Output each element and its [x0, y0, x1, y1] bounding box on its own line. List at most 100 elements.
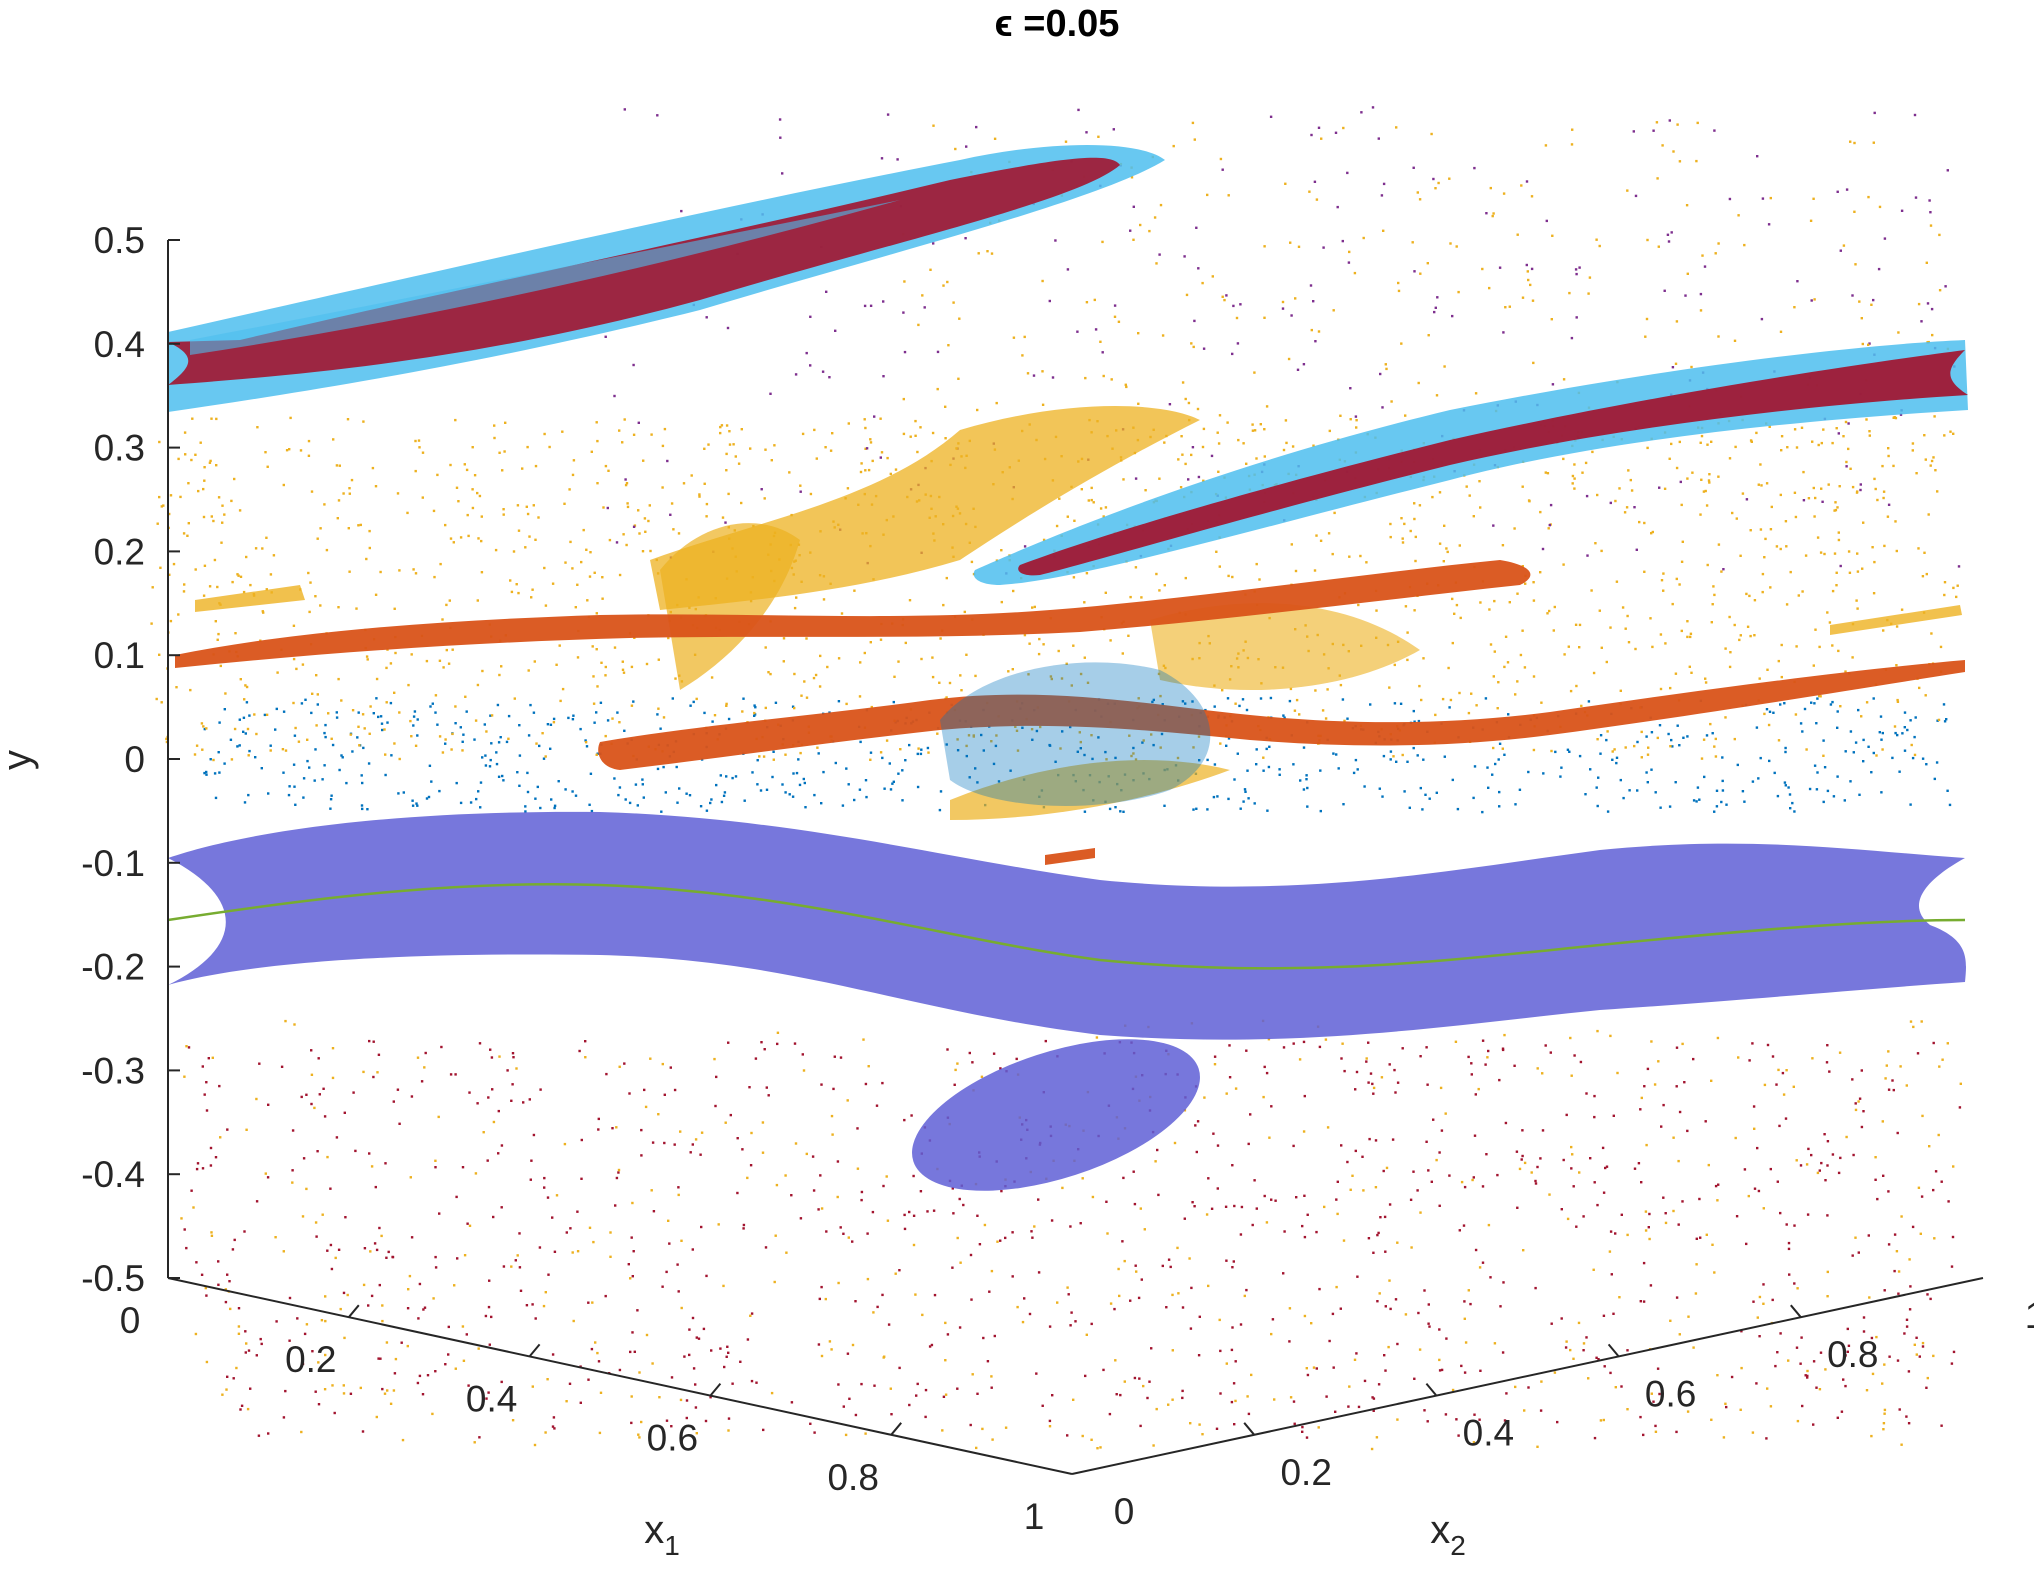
point: [990, 1269, 994, 1273]
point: [482, 1131, 485, 1134]
point: [406, 511, 409, 515]
point: [616, 711, 619, 714]
point: [1521, 296, 1525, 299]
point: [1599, 752, 1602, 755]
point: [690, 474, 693, 477]
point: [177, 613, 180, 616]
point: [1448, 177, 1451, 180]
point: [1562, 457, 1565, 461]
point: [531, 1385, 534, 1388]
point: [331, 1384, 334, 1387]
point: [532, 711, 536, 714]
point: [326, 1249, 329, 1252]
point: [293, 785, 296, 788]
point: [247, 793, 250, 797]
point: [226, 1375, 229, 1378]
point: [506, 1069, 509, 1072]
point: [457, 500, 460, 503]
point: [1374, 1139, 1378, 1142]
point: [1058, 497, 1061, 500]
point: [1717, 335, 1720, 338]
point: [588, 803, 591, 806]
point: [860, 1198, 863, 1202]
point: [1895, 664, 1898, 667]
point: [334, 1256, 337, 1260]
point: [739, 1360, 742, 1363]
point: [322, 1087, 325, 1090]
point: [1894, 416, 1898, 420]
point: [1302, 1130, 1306, 1133]
y-tick-label: -0.1: [81, 843, 145, 884]
point: [995, 734, 998, 737]
point: [194, 453, 197, 456]
point: [832, 1087, 835, 1091]
point: [993, 137, 997, 140]
point: [613, 394, 616, 398]
point: [177, 457, 180, 461]
point: [244, 1330, 247, 1333]
point: [970, 1298, 973, 1301]
point: [1933, 415, 1936, 418]
point: [685, 792, 688, 795]
point: [1112, 128, 1115, 131]
point: [1887, 454, 1890, 458]
point: [217, 632, 220, 636]
point: [1780, 449, 1783, 452]
blue-blob-center: [940, 662, 1211, 807]
point: [968, 1051, 971, 1055]
point: [377, 715, 380, 719]
point: [1085, 1333, 1088, 1336]
point: [636, 804, 639, 807]
point: [591, 1301, 594, 1304]
cyan-band-upper-left-inner: [190, 200, 900, 355]
point: [1468, 494, 1471, 497]
point: [1805, 748, 1808, 751]
point: [269, 749, 272, 752]
point: [725, 704, 728, 707]
point: [772, 750, 775, 753]
point: [409, 1176, 412, 1179]
point: [1315, 198, 1319, 201]
point: [1106, 1232, 1109, 1235]
point: [500, 1144, 504, 1147]
point: [261, 547, 264, 550]
point: [1135, 1270, 1138, 1273]
point: [825, 1230, 828, 1233]
point: [513, 697, 516, 700]
point: [233, 727, 237, 731]
point: [1818, 694, 1821, 698]
point: [191, 417, 194, 420]
point: [1544, 1044, 1547, 1047]
point: [651, 1141, 655, 1144]
point: [1717, 242, 1720, 245]
point: [1428, 797, 1431, 800]
point: [1189, 1327, 1193, 1330]
point: [1685, 204, 1689, 207]
point: [1795, 1346, 1799, 1349]
point: [323, 1388, 327, 1391]
point: [296, 1317, 299, 1320]
point: [632, 525, 636, 528]
point: [1228, 1044, 1231, 1047]
point: [1122, 1176, 1125, 1180]
point: [1716, 1036, 1720, 1040]
point: [512, 550, 516, 553]
point: [374, 1185, 377, 1189]
point: [1604, 1166, 1607, 1170]
point: [1813, 764, 1817, 767]
point: [1102, 374, 1105, 378]
point: [1787, 1247, 1791, 1251]
point: [782, 660, 785, 663]
point: [1032, 374, 1036, 377]
point: [580, 1177, 583, 1180]
point: [1325, 1395, 1328, 1398]
point: [865, 795, 868, 799]
point: [1448, 1174, 1451, 1177]
point: [1447, 666, 1450, 670]
point: [543, 1176, 546, 1180]
point: [371, 466, 375, 470]
point: [720, 800, 724, 804]
point: [584, 741, 588, 744]
point: [1584, 793, 1587, 796]
